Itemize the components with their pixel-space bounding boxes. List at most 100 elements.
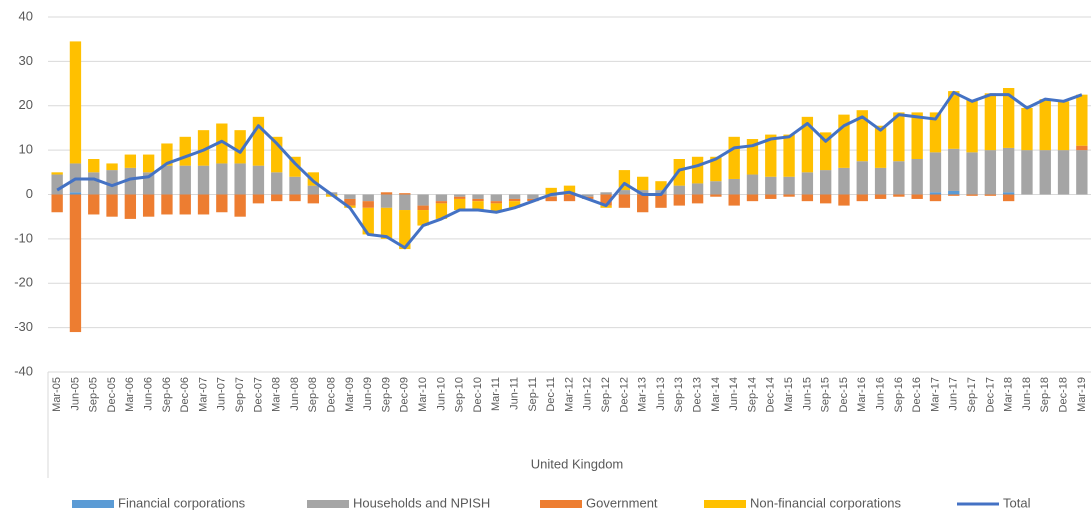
bar-segment [124, 167, 137, 195]
bar-segment [746, 194, 759, 202]
bar-segment [600, 192, 612, 195]
bar-segment [948, 194, 960, 196]
x-tick-label: Mar-11 [490, 377, 502, 411]
bar-segment [1076, 145, 1088, 151]
bar-segment [673, 185, 685, 195]
x-tick-label: Sep-16 [893, 377, 905, 412]
x-tick-label: Sep-14 [746, 377, 758, 412]
bar-segment [216, 163, 228, 195]
bar-segment [271, 136, 283, 173]
total-line [56, 90, 1083, 250]
x-tick-label: Mar-10 [417, 377, 429, 412]
bar-segment [197, 130, 210, 166]
x-tick-label: Sep-11 [527, 377, 539, 412]
bar-segment [582, 194, 594, 197]
x-tick-label: Mar-06 [124, 377, 136, 412]
bar-segment [88, 172, 100, 195]
bar-segment [234, 194, 246, 217]
bar-segment [417, 205, 429, 211]
bar-segment [234, 163, 246, 195]
x-tick-label: Sep-05 [88, 377, 100, 412]
bar-segment [399, 193, 411, 195]
x-tick-label: Mar-19 [1076, 377, 1088, 412]
bar-segment [545, 196, 557, 202]
x-tick-label: Jun-11 [509, 377, 521, 410]
x-tick-label: Sep-15 [820, 377, 832, 412]
bar-segment [454, 196, 466, 199]
bar-segment [874, 125, 887, 168]
x-tick-label: Jun-18 [1021, 377, 1033, 411]
bar-segment [728, 136, 740, 179]
bar-segment [838, 167, 850, 195]
bar-segment [545, 187, 557, 195]
bar-segment [655, 181, 667, 191]
x-tick-label: Jun-16 [874, 377, 886, 411]
bar-segment [893, 161, 905, 195]
x-tick-label: Dec-14 [765, 377, 777, 412]
bar-segment [893, 112, 905, 162]
bar-segment [783, 194, 795, 197]
bar-segment [252, 165, 265, 195]
bar-segment [1076, 150, 1088, 195]
bar-segment [179, 136, 191, 166]
legend-label: Non-financial corporations [750, 495, 902, 510]
x-tick-label: Sep-18 [1039, 377, 1051, 412]
bar-segment [289, 156, 301, 177]
bar-segment [728, 194, 740, 206]
bar-segment [124, 154, 137, 168]
x-axis-title: United Kingdom [531, 456, 624, 471]
bar-segment [783, 176, 795, 195]
legend-swatch [307, 500, 349, 508]
bar-segment [929, 192, 942, 195]
bar-segment [307, 172, 319, 186]
bar-segment [1057, 150, 1070, 195]
bar-segment [1002, 192, 1015, 195]
bar-segment [563, 185, 576, 195]
bar-segment [655, 194, 667, 208]
x-tick-label: Dec-08 [326, 377, 338, 412]
y-tick-label: 20 [19, 97, 33, 112]
x-tick-label: Sep-09 [380, 377, 392, 412]
bar-segment [362, 194, 374, 202]
bar-segment [234, 130, 246, 164]
x-tick-label: Jun-17 [948, 377, 960, 411]
bar-segment [637, 176, 649, 191]
bar-segment [454, 198, 466, 211]
bar-segment [728, 178, 740, 195]
bar-segment [856, 110, 868, 162]
bar-segment [966, 152, 978, 195]
bar-segment [69, 194, 82, 333]
bar-segment [161, 165, 173, 195]
bar-segment [344, 198, 356, 206]
bar-segment [399, 210, 411, 250]
bar-segment [948, 148, 960, 191]
x-tick-label: Dec-07 [252, 377, 264, 412]
legend-label: Total [1003, 495, 1031, 510]
legend-swatch [72, 500, 114, 508]
bar-segment [1002, 88, 1015, 148]
x-tick-label: Dec-06 [179, 377, 191, 412]
bar-segment [911, 194, 923, 199]
bar-segment [856, 161, 868, 195]
bar-segment [197, 194, 210, 215]
bar-segment [435, 201, 448, 204]
y-tick-label: -30 [14, 319, 33, 334]
bar-segment [1021, 107, 1033, 151]
x-tick-label: Dec-15 [838, 377, 850, 412]
bar-segment [527, 194, 539, 199]
x-tick-label: Jun-07 [216, 377, 228, 411]
x-tick-label: Jun-14 [728, 377, 740, 411]
bar-segment [289, 176, 301, 195]
bar-segment [746, 139, 759, 175]
legend-swatch [540, 500, 582, 508]
x-tick-label: Sep-13 [673, 377, 685, 412]
bar-segment [948, 91, 960, 149]
bar-segment [252, 194, 265, 204]
bar-segment [637, 194, 649, 213]
bar-segment [69, 41, 82, 164]
bar-segment [948, 190, 960, 195]
bar-segment [380, 192, 393, 195]
bar-segment [271, 194, 283, 202]
bar-segment [51, 172, 63, 175]
bar-segment [216, 194, 228, 213]
